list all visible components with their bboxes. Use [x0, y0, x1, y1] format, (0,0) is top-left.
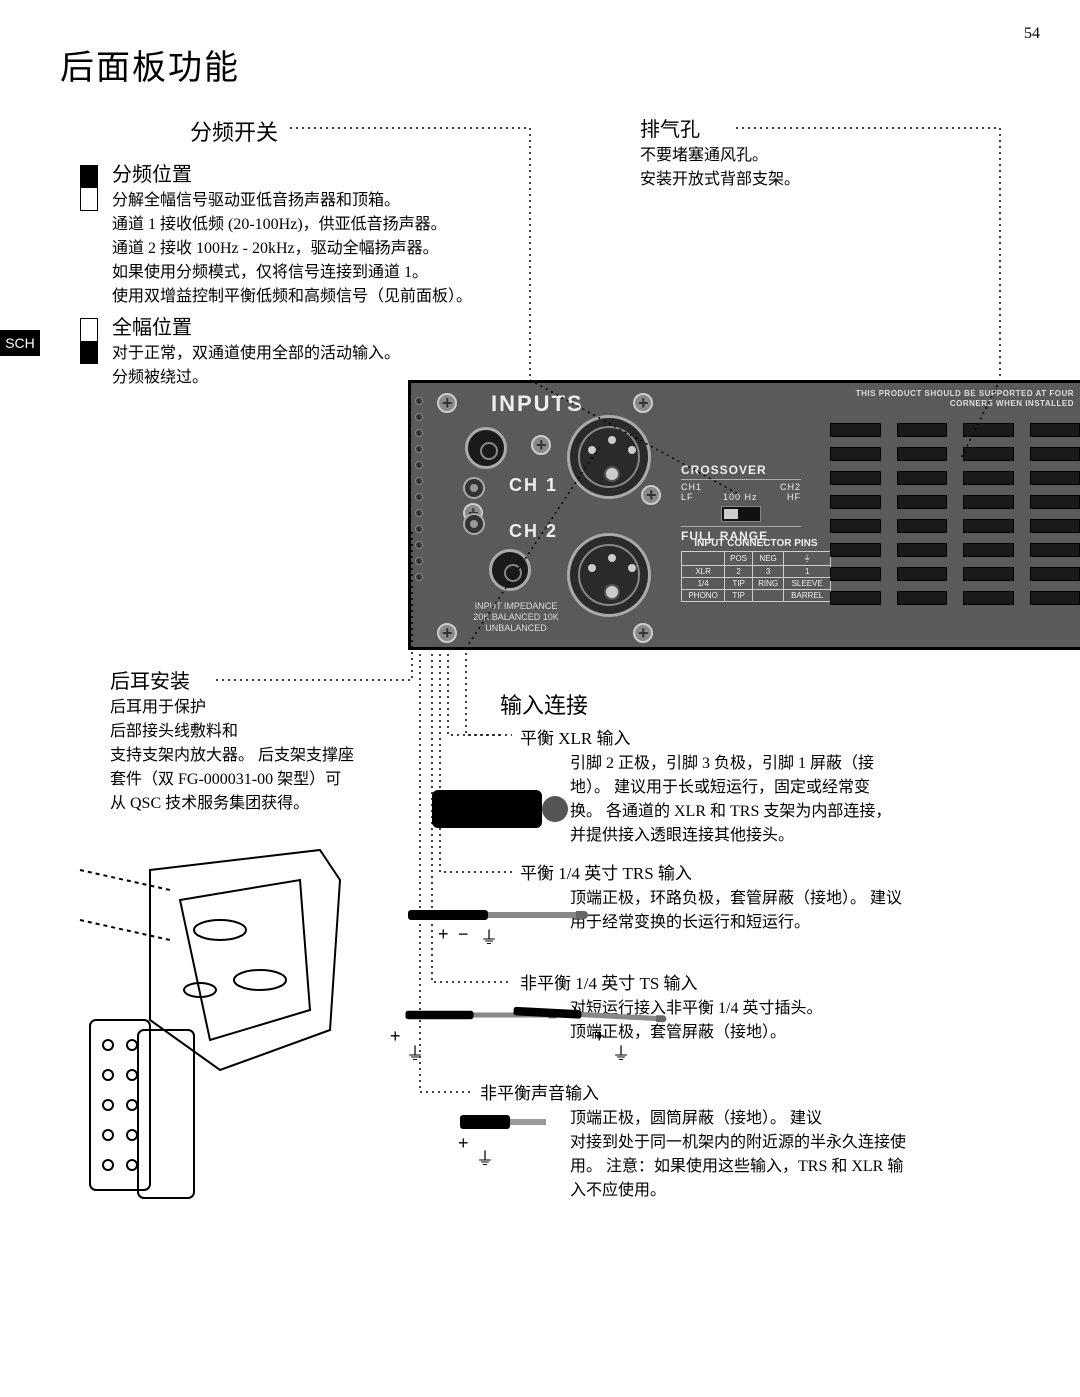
impedance-label: INPUT IMPEDANCE 20K BALANCED 10K UNBALAN… — [471, 601, 561, 634]
phono-input-body: 顶端正极，圆筒屏蔽（接地）。 建议 对接到处于同一机架内的附近源的半永久连接使 … — [570, 1107, 1040, 1203]
rear-ear-heading: 后耳安装 — [110, 670, 430, 694]
trs-input-body: 顶端正极，环路负极，套管屏蔽（接地）。 建议 用于经常变换的长运行和短运行。 — [570, 887, 1040, 935]
rca-jack-ch2 — [463, 513, 485, 535]
pins-table: INPUT CONNECTOR PINS POSNEG⏚ XLR231 1/4T… — [681, 538, 831, 602]
xlr-input-heading: 平衡 XLR 输入 — [520, 727, 1030, 751]
vent-slots — [830, 423, 1080, 633]
switch-icon-crossover — [80, 165, 98, 211]
ts-plug-illustration: + ⏚ — [500, 1010, 680, 1020]
crossover-position-line: 通道 1 接收低频 (20-100Hz)，供亚低音扬声器。 — [112, 213, 572, 237]
fullrange-position-heading: 全幅位置 — [112, 316, 532, 340]
crossover-switch — [721, 506, 761, 522]
side-tab: SCH — [0, 330, 40, 356]
crossover-position-heading: 分频位置 — [112, 163, 572, 187]
inputs-label: INPUTS — [491, 391, 584, 417]
ch1-label: CH 1 — [509, 475, 558, 496]
crossover-position-line: 分解全幅信号驱动亚低音扬声器和顶箱。 — [112, 189, 572, 213]
page-title: 后面板功能 — [60, 40, 240, 89]
ch2-label: CH 2 — [509, 521, 558, 542]
xlr-input-body: 引脚 2 正极，引脚 3 负极，引脚 1 屏蔽（接 地）。 建议用于长或短运行，… — [570, 752, 1040, 848]
trs-plug-illustration: + − ⏚ — [408, 910, 588, 920]
crossover-switch-heading: 分频开关 — [190, 115, 278, 147]
inputs-section-heading: 输入连接 — [500, 688, 588, 720]
vent-heading: 排气孔 — [640, 118, 940, 142]
xlr-jack-ch1 — [567, 415, 651, 499]
rca-jack-ch1 — [463, 477, 485, 499]
trs-jack-ch1 — [465, 427, 507, 469]
xlr-plug-illustration — [432, 790, 542, 828]
trs-jack-ch2 — [489, 549, 531, 591]
screw-icon — [641, 485, 661, 505]
vent-body: 不要堵塞通风孔。 安装开放式背部支架。 — [640, 144, 940, 192]
crossover-position-line: 通道 2 接收 100Hz - 20kHz，驱动全幅扬声器。 — [112, 237, 572, 261]
fullrange-position-line: 对于正常，双通道使用全部的活动输入。 — [112, 342, 532, 366]
trs-input-heading: 平衡 1/4 英寸 TRS 输入 — [520, 862, 1030, 886]
support-note: THIS PRODUCT SHOULD BE SUPPORTED AT FOUR… — [824, 389, 1074, 409]
crossover-box: CROSSOVER CH1 CH2 LF 100 Hz HF FULL RANG… — [681, 463, 801, 543]
rca-plug-illustration: + ⏚ — [460, 1115, 550, 1129]
rear-ear-body: 后耳用于保护 后部接头线敷料和 支持支架内放大器。 后支架支撑座 套件（双 FG… — [110, 696, 430, 816]
crossover-position-line: 如果使用分频模式，仅将信号连接到通道 1。 — [112, 261, 572, 285]
xlr-jack-ch2 — [567, 533, 651, 617]
switch-icon-fullrange — [80, 318, 98, 364]
page-number: 54 — [1024, 25, 1040, 43]
phono-input-heading: 非平衡声音输入 — [480, 1082, 1020, 1106]
ts-input-heading: 非平衡 1/4 英寸 TS 输入 — [520, 972, 1030, 996]
crossover-position-line: 使用双增益控制平衡低频和高频信号（见前面板）。 — [112, 285, 572, 309]
rear-panel: INPUTS CH 1 CH 2 INPUT IMPEDANCE 20K BAL… — [408, 380, 1080, 650]
screw-icon — [531, 435, 551, 455]
bracket-illustration — [60, 830, 390, 1200]
